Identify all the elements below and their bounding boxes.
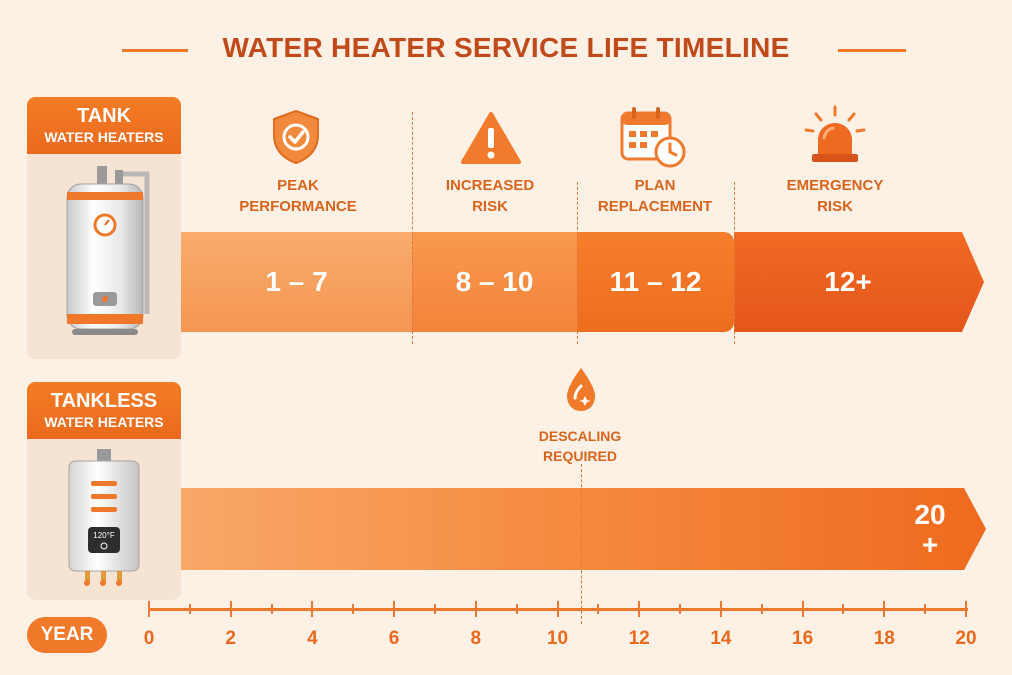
axis-tick	[311, 601, 314, 617]
axis-tick-label: 18	[873, 628, 895, 649]
axis-tick	[393, 601, 396, 617]
warning-triangle-icon	[461, 112, 521, 164]
tankless-subtitle: WATER HEATERS	[44, 414, 164, 430]
axis-tick	[270, 604, 273, 614]
tankless-lifespan-label: 20 +	[914, 499, 946, 560]
axis-tick	[188, 604, 191, 614]
axis-tick-label: 0	[143, 628, 155, 649]
axis-tick	[515, 604, 518, 614]
axis-tick	[679, 604, 682, 614]
axis-tick	[433, 604, 436, 614]
axis-tick	[229, 601, 232, 617]
axis-tick	[801, 601, 804, 617]
stage-label-peak-performance: PEAK PERFORMANCE	[239, 177, 357, 215]
axis-tick	[597, 604, 600, 614]
water-drop-icon	[567, 368, 595, 411]
tankless-category-card: TANKLESS WATER HEATERS 120°F	[27, 382, 181, 600]
descaling-marker-line	[581, 464, 582, 624]
tank-category-card: TANK WATER HEATERS	[27, 97, 181, 359]
stage-divider-2	[577, 182, 578, 344]
tank-subtitle: WATER HEATERS	[44, 129, 164, 145]
tankless-lifespan-bar	[181, 488, 986, 570]
tank-stage-2-range: 8 – 10	[455, 266, 534, 297]
axis-tick	[474, 601, 477, 617]
tankless-title: TANKLESS	[50, 390, 158, 412]
axis-tick-label: 10	[546, 628, 569, 649]
stage-label-emergency-risk: EMERGENCY RISK	[786, 177, 884, 215]
axis-tick	[842, 604, 845, 614]
axis-tick-label: 2	[225, 628, 236, 649]
tankless-water-heater-icon: 120°F	[68, 449, 140, 586]
descaling-required-label: DESCALING REQUIRED	[538, 428, 622, 464]
axis-tick-label: 8	[470, 628, 482, 649]
tank-stage-4-range-wrap: 12+	[734, 232, 962, 332]
axis-tick	[719, 601, 722, 617]
tank-stage-1-range: 1 – 7	[265, 266, 328, 297]
stage-label-plan-replacement: PLAN REPLACEMENT	[597, 177, 713, 215]
axis-tick-label: 14	[710, 628, 732, 649]
axis-tick	[352, 604, 355, 614]
title-bar: WATER HEATER SERVICE LIFE TIMELINE	[0, 30, 1012, 70]
axis-tick-label: 16	[792, 628, 814, 649]
temperature-readout: 120°F	[93, 531, 115, 540]
axis-tick	[760, 604, 763, 614]
tankless-category-header: TANKLESS WATER HEATERS	[27, 382, 181, 439]
title-left-rule	[122, 49, 188, 52]
tank-stage-4-segment	[734, 232, 984, 332]
calendar-clock-icon	[620, 107, 686, 168]
tank-stage-3-range: 11 – 12	[609, 266, 702, 297]
tank-stage-4-range: 12+	[824, 266, 872, 297]
stage-divider-3	[734, 182, 735, 344]
stage-divider-1	[412, 112, 413, 344]
tank-title: TANK	[76, 105, 132, 127]
axis-tick-label: 4	[307, 628, 318, 649]
stage-label-increased-risk: INCREASED RISK	[445, 177, 535, 215]
title-right-rule	[838, 49, 906, 52]
axis-tick-label: 6	[388, 628, 400, 649]
alarm-siren-icon	[804, 105, 866, 162]
shield-check-icon	[273, 109, 319, 165]
year-axis-label: YEAR	[27, 617, 107, 653]
tank-stage-3-segment: 11 – 12	[577, 232, 734, 332]
axis-tick-label: 20	[955, 628, 977, 649]
tank-water-heater-icon	[66, 166, 150, 335]
tank-category-header: TANK WATER HEATERS	[27, 97, 181, 154]
axis-tick	[148, 601, 150, 617]
axis-tick-label: 12	[628, 628, 650, 649]
tank-stage-2-segment: 8 – 10	[412, 232, 577, 332]
page-title: WATER HEATER SERVICE LIFE TIMELINE	[222, 32, 790, 63]
axis-tick	[883, 601, 886, 617]
axis-tick	[924, 604, 927, 614]
axis-tick	[638, 601, 641, 617]
axis-tick	[965, 601, 967, 617]
tank-stage-1-segment: 1 – 7	[181, 232, 412, 332]
axis-tick	[556, 601, 559, 617]
